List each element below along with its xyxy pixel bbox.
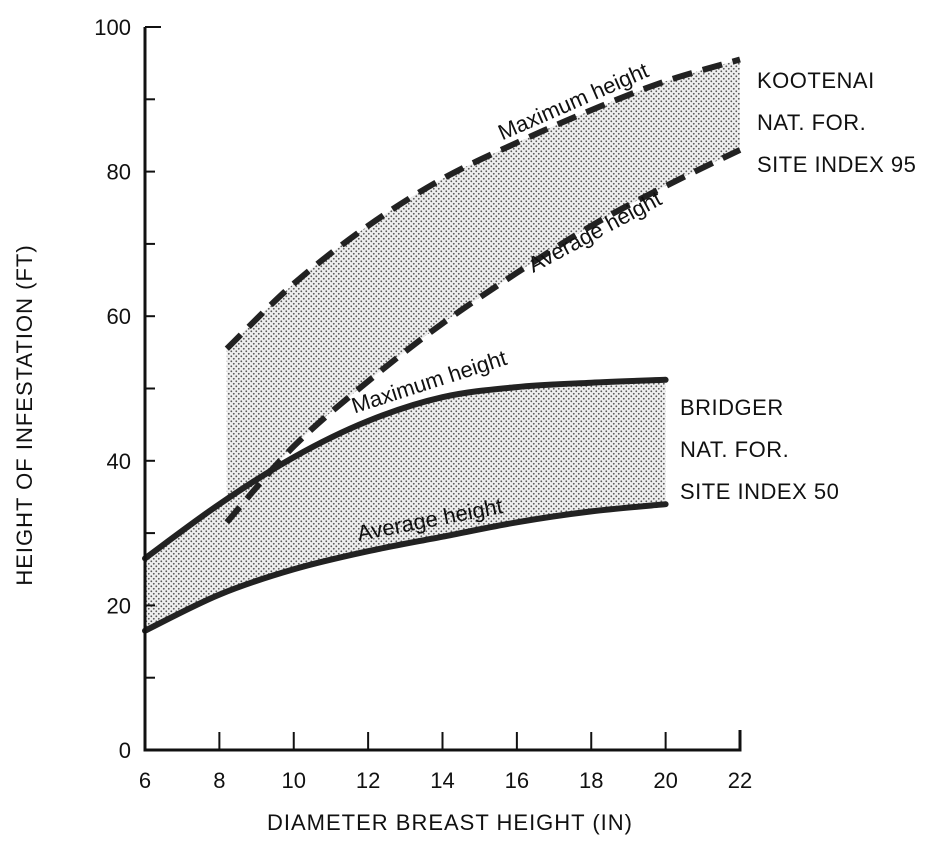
line-group0-series0 xyxy=(224,56,741,351)
y-tick-label: 0 xyxy=(119,738,131,763)
y-axis-title: HEIGHT OF INFESTATION (FT) xyxy=(12,244,37,585)
group-label-1-line-2: SITE INDEX 50 xyxy=(680,479,839,504)
line-group1-series1 xyxy=(142,501,669,634)
x-tick-label: 12 xyxy=(356,768,380,793)
x-tick-label: 10 xyxy=(282,768,306,793)
group-label-0-line-1: NAT. FOR. xyxy=(757,110,866,135)
x-tick-label: 8 xyxy=(213,768,225,793)
x-tick-label: 22 xyxy=(728,768,752,793)
y-tick-label: 60 xyxy=(107,304,131,329)
x-tick-label: 18 xyxy=(579,768,603,793)
x-tick-label: 20 xyxy=(653,768,677,793)
shaded-bands xyxy=(145,59,741,631)
y-tick-label: 80 xyxy=(107,160,131,185)
band-0 xyxy=(226,59,741,523)
line-group0-series1 xyxy=(224,147,742,525)
group-label-1-line-0: BRIDGER xyxy=(680,395,784,420)
axes xyxy=(143,26,742,752)
y-tick-label: 20 xyxy=(107,593,131,618)
band-1 xyxy=(145,379,666,631)
line-group1-series0 xyxy=(142,376,669,562)
x-axis-title: DIAMETER BREAST HEIGHT (IN) xyxy=(267,810,633,835)
group-label-0-line-0: KOOTENAI xyxy=(757,68,875,93)
x-tick-label: 6 xyxy=(139,768,151,793)
x-tick-label: 16 xyxy=(505,768,529,793)
series-lines xyxy=(142,56,742,634)
x-tick-label: 14 xyxy=(430,768,454,793)
y-tick-label: 100 xyxy=(94,15,131,40)
y-tick-label: 40 xyxy=(107,449,131,474)
group-label-0-line-2: SITE INDEX 95 xyxy=(757,152,916,177)
group-label-1-line-1: NAT. FOR. xyxy=(680,437,789,462)
